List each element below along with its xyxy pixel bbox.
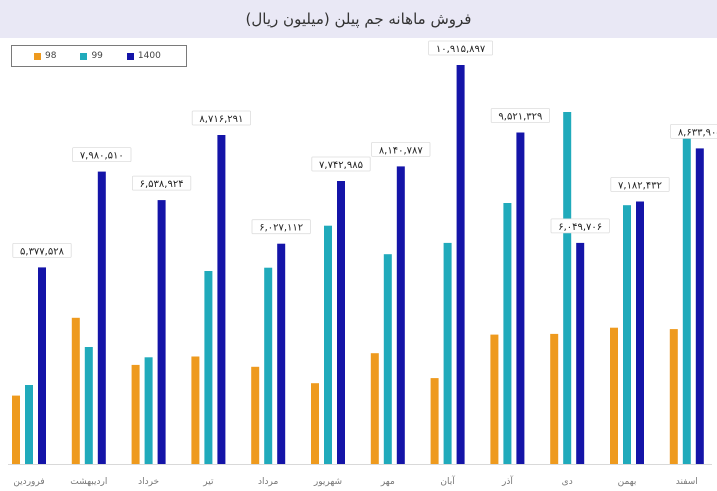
- bar-99-9: [503, 203, 512, 464]
- legend-swatch-98: [34, 52, 41, 60]
- data-label-8: ۱۰,۹۱۵,۸۹۷: [436, 44, 486, 55]
- bar-1400-1: [38, 267, 46, 464]
- legend-swatch-1400: [126, 52, 134, 60]
- legend-label-99: 99: [91, 51, 103, 61]
- category-label-10: دی: [562, 477, 573, 487]
- category-label-12: اسفند: [676, 477, 698, 487]
- bar-98-2: [71, 317, 80, 464]
- bar-1400-5: [277, 243, 286, 464]
- category-label-1: فروردین: [13, 477, 44, 487]
- legend-item-98: 98: [34, 51, 56, 61]
- bar-99-7: [383, 254, 392, 464]
- legend-label-98: 98: [45, 51, 57, 61]
- category-label-6: شهریور: [313, 477, 342, 487]
- data-label-box-5: [251, 219, 311, 235]
- bar-1400-11: [636, 201, 644, 464]
- bar-1400-7: [396, 166, 405, 464]
- bar-99-10: [563, 112, 572, 464]
- data-label-3: ۶,۵۳۸,۹۲۴: [140, 179, 184, 190]
- bar-98-3: [131, 364, 140, 464]
- category-label-7: مهر: [380, 477, 395, 487]
- title-bar: فروش ماهانه جم پیلن (میلیون ریال): [0, 0, 717, 38]
- bar-99-11: [623, 205, 631, 464]
- data-label-2: ۷,۹۸۰,۵۱۰: [80, 151, 124, 162]
- bar-1400-6: [337, 181, 345, 464]
- bar-98-10: [550, 333, 559, 464]
- bar-98-7: [370, 353, 379, 464]
- bar-1400-8: [456, 65, 465, 464]
- legend-label-1400: 1400: [137, 51, 161, 61]
- chart-title: فروش ماهانه جم پیلن (میلیون ریال): [245, 10, 472, 28]
- category-label-9: آذر: [501, 475, 513, 487]
- bar-99-3: [144, 357, 153, 464]
- data-label-box-4: [191, 110, 251, 126]
- category-label-4: تیر: [202, 477, 214, 487]
- data-label-box-8: [428, 40, 494, 56]
- legend-swatch-99: [80, 52, 88, 60]
- bar-99-4: [204, 271, 213, 464]
- bar-1400-9: [516, 132, 525, 464]
- bar-98-6: [311, 383, 319, 464]
- bar-99-8: [443, 242, 452, 464]
- bar-1400-10: [576, 242, 585, 464]
- bar-98-1: [12, 395, 20, 464]
- data-label-7: ۸,۱۴۰,۷۸۷: [379, 145, 424, 156]
- legend-item-99: 99: [80, 51, 103, 61]
- bar-98-12: [669, 329, 678, 464]
- category-label-8: آبان: [440, 475, 455, 487]
- data-label-box-7: [371, 141, 431, 157]
- bar-1400-2: [97, 171, 106, 464]
- bar-99-2: [84, 347, 93, 464]
- legend: 98 99 1400: [11, 45, 187, 67]
- data-label-box-1: [12, 242, 72, 258]
- data-label-9: ۹,۵۲۱,۳۲۹: [498, 112, 542, 123]
- bar-98-11: [610, 327, 618, 464]
- data-label-6: ۷,۷۴۲,۹۸۵: [319, 160, 363, 171]
- data-label-box-2: [72, 147, 132, 163]
- category-label-5: مرداد: [258, 477, 278, 487]
- data-label-box-3: [131, 175, 192, 191]
- legend-item-1400: 1400: [126, 51, 161, 61]
- category-label-2: اردیبهشت: [70, 477, 107, 487]
- data-label-box-11: [610, 177, 670, 192]
- data-label-4: ۸,۷۱۶,۲۹۱: [199, 114, 243, 125]
- bar-99-5: [264, 267, 273, 464]
- bar-1400-12: [695, 148, 704, 464]
- data-label-10: ۶,۰۴۹,۷۰۶: [558, 222, 602, 233]
- data-label-1: ۵,۳۷۷,۵۲۸: [20, 246, 65, 257]
- data-label-12: ۸,۶۳۳,۹۰۵: [678, 127, 717, 138]
- bar-1400-4: [217, 135, 226, 464]
- bar-1400-3: [157, 200, 166, 464]
- bar-98-9: [490, 334, 499, 464]
- bar-98-4: [191, 356, 200, 464]
- bar-98-8: [430, 378, 439, 464]
- data-label-box-6: [311, 156, 371, 172]
- data-label-box-12: [670, 124, 717, 139]
- data-label-11: ۷,۱۸۲,۴۳۲: [618, 181, 662, 192]
- data-label-5: ۶,۰۲۷,۱۱۲: [259, 223, 303, 234]
- data-label-box-10: [550, 218, 610, 234]
- bar-99-6: [324, 225, 332, 464]
- bar-99-1: [25, 385, 33, 464]
- data-label-box-9: [490, 108, 551, 123]
- bar-99-12: [682, 133, 691, 464]
- bar-98-5: [251, 366, 260, 464]
- category-label-3: خرداد: [138, 477, 159, 487]
- category-label-11: بهمن: [618, 477, 637, 487]
